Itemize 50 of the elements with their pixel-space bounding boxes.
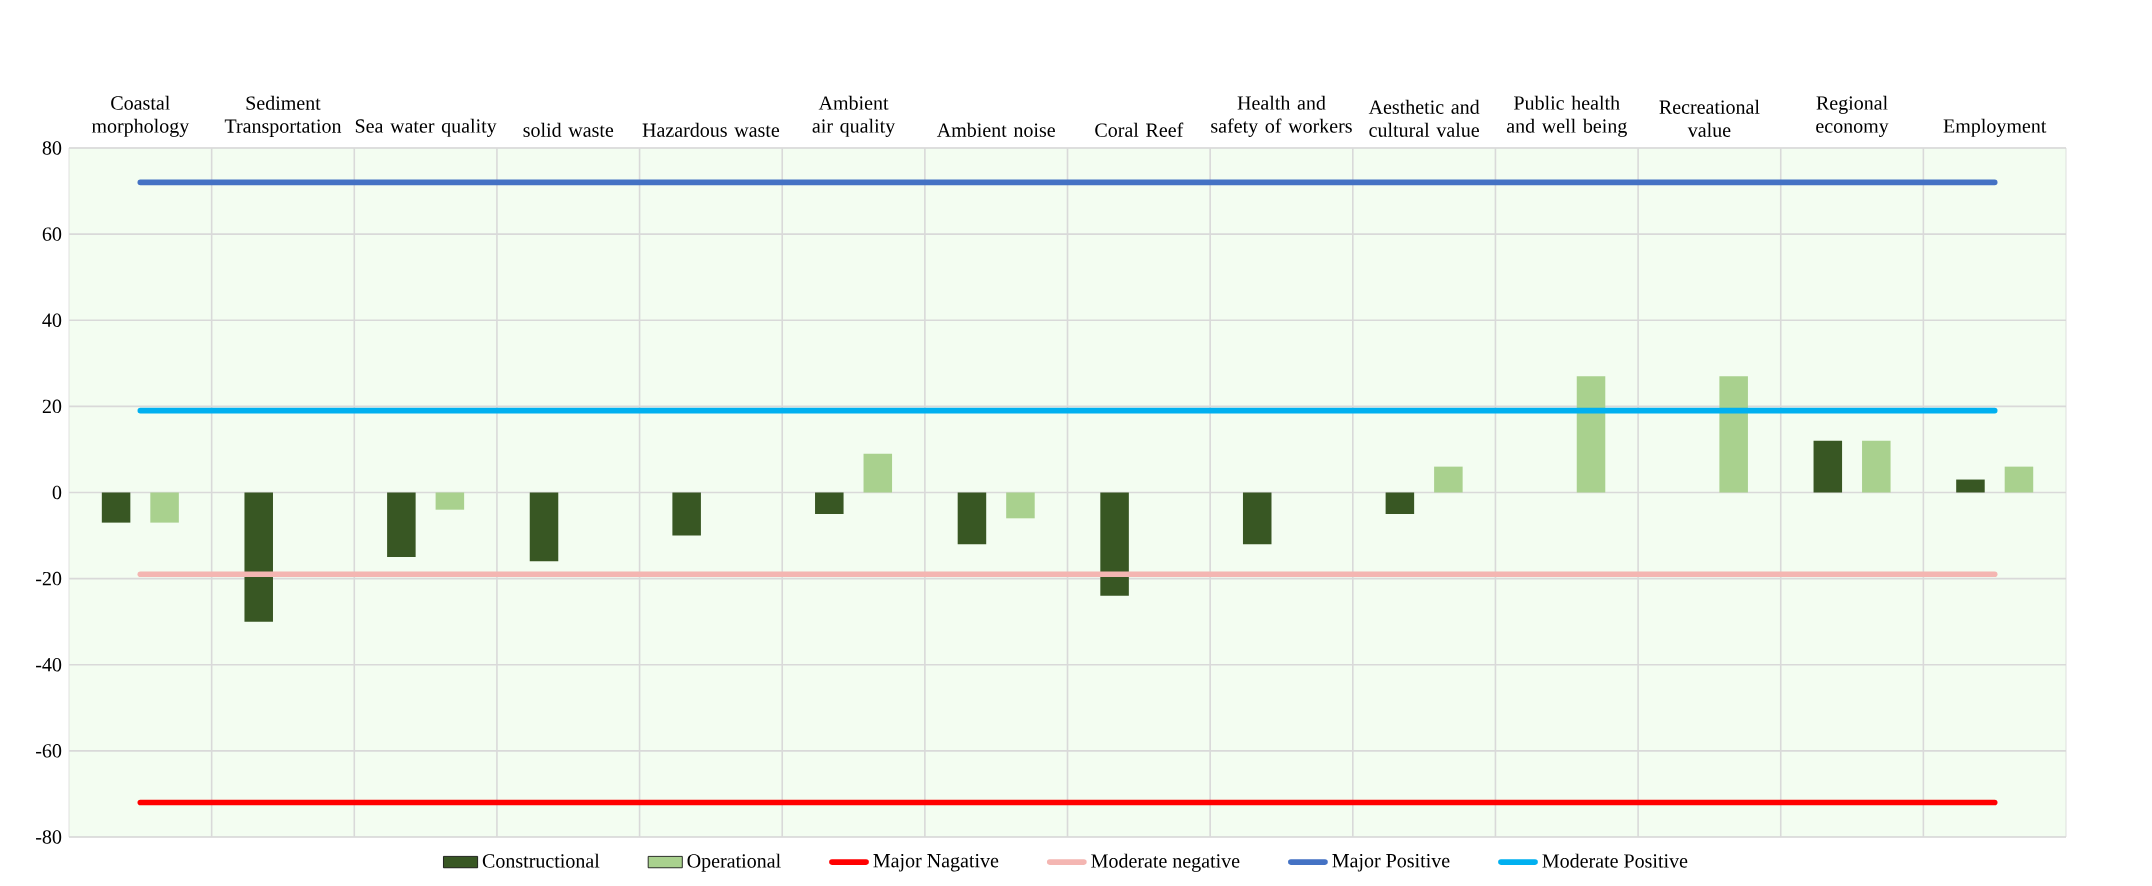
- legend-label: Major Nagative: [873, 853, 999, 872]
- bar: [1006, 492, 1035, 519]
- x-tick-label: Public health and well being: [1506, 95, 1627, 137]
- y-tick-label: 40: [42, 313, 62, 327]
- y-tick-label: 80: [42, 141, 62, 155]
- bar: [1576, 376, 1606, 493]
- bar: [387, 492, 416, 558]
- bar: [150, 492, 179, 523]
- x-tick-label: Health and safety of workers: [1211, 95, 1352, 137]
- x-tick-label: Regional economy: [1816, 95, 1889, 137]
- bar: [435, 492, 465, 510]
- bar: [1434, 466, 1463, 493]
- bar: [529, 492, 559, 562]
- x-tick-label: Coastal morphology: [91, 95, 190, 137]
- x-tick-label: Sediment Transportation: [224, 95, 342, 137]
- y-tick-label: -20: [36, 571, 62, 586]
- x-tick-label: solid waste: [523, 122, 614, 137]
- bar: [672, 492, 701, 536]
- x-tick-label: Hazardous waste: [642, 122, 780, 137]
- y-tick-label: 60: [42, 227, 62, 241]
- bar: [1385, 492, 1415, 514]
- y-tick-label: -80: [36, 830, 62, 844]
- bar: [244, 492, 273, 622]
- bar: [1242, 492, 1272, 545]
- y-tick-label: 20: [42, 399, 62, 414]
- x-tick-label: Ambient air quality: [812, 95, 896, 137]
- y-tick-label: -60: [36, 744, 62, 758]
- x-tick-label: Aesthetic and cultural value: [1368, 99, 1480, 137]
- legend-label: Major Positive: [1332, 853, 1450, 872]
- bar: [101, 492, 131, 523]
- x-tick-label: Employment: [1943, 118, 2047, 137]
- x-tick-label: Sea water quality: [355, 118, 497, 137]
- bar: [1719, 376, 1748, 493]
- x-tick-label: Recreational value: [1659, 99, 1760, 137]
- legend-label: Operational: [687, 853, 781, 872]
- bar: [1813, 440, 1843, 493]
- y-tick-label: -40: [36, 657, 62, 672]
- y-tick-label: 0: [52, 485, 62, 500]
- legend-label: Moderate negative: [1091, 853, 1240, 872]
- bar: [1100, 492, 1129, 596]
- legend-label: Constructional: [482, 853, 600, 868]
- bar: [863, 453, 893, 493]
- x-tick-label: Ambient noise: [936, 122, 1055, 137]
- bar: [2004, 466, 2034, 493]
- x-tick-label: Coral Reef: [1095, 122, 1184, 137]
- bar: [957, 492, 987, 545]
- legend-label: Moderate Positive: [1542, 853, 1688, 868]
- bar: [815, 492, 844, 514]
- bar: [1956, 479, 1985, 493]
- bar: [1862, 440, 1891, 493]
